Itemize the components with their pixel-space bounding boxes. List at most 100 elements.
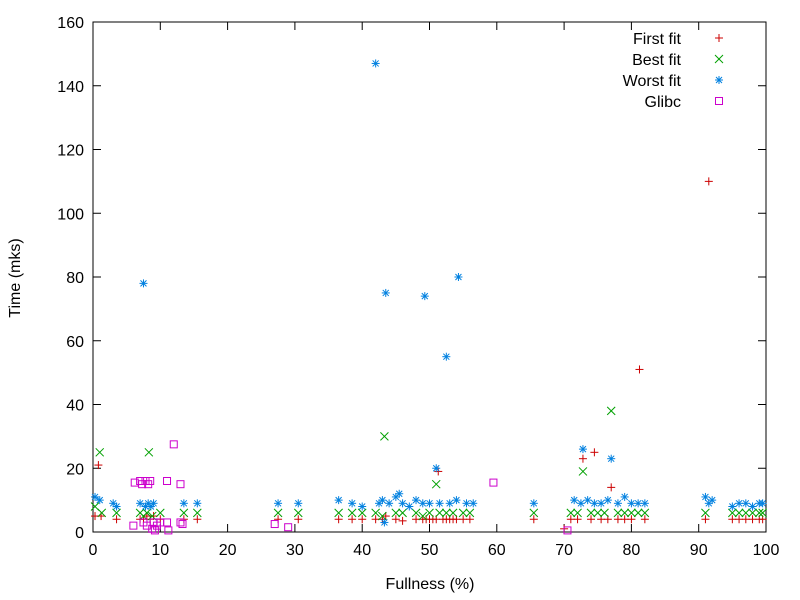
data-point [735,499,744,508]
data-point [465,508,475,518]
legend-marker [715,97,723,105]
data-point [741,499,750,508]
data-point [112,508,121,518]
data-point [91,492,100,501]
data-point [112,502,121,511]
data-point [441,508,451,518]
x-tick-label: 30 [286,542,304,559]
data-point [391,515,400,524]
data-point [701,515,710,524]
y-tick-label: 100 [57,206,84,223]
data-point [640,508,650,518]
data-point [358,515,367,524]
data-point [193,499,202,508]
data-point [358,502,367,511]
data-point [273,508,283,518]
data-point [163,518,172,527]
data-point [412,496,421,505]
data-point [442,352,451,361]
data-point [97,508,107,518]
data-point [640,499,649,508]
data-point [411,508,421,518]
data-point [469,499,478,508]
legend-marker [715,34,723,42]
data-point [454,273,463,281]
data-point [465,515,474,524]
data-point [380,432,389,441]
data-point [708,496,717,505]
data-point [144,447,154,457]
data-point [412,515,421,524]
data-point [758,499,767,508]
data-point [425,499,434,508]
data-points [90,59,767,535]
data-point [613,499,622,508]
legend-marker [715,76,723,84]
data-point [179,508,189,518]
data-point [434,467,443,476]
data-point [704,499,713,508]
data-point [274,499,283,508]
data-point [606,406,616,416]
data-point [418,499,427,508]
y-axis-label: Time (mks) [7,238,24,317]
data-point [452,496,461,505]
y-tick-label: 20 [66,461,84,478]
data-point [139,279,148,288]
data-point [459,515,468,524]
data-point [435,508,444,518]
data-point [432,464,441,473]
data-point [566,508,576,518]
data-point [613,515,622,524]
data-point [462,499,471,508]
data-point [381,288,390,297]
x-tick-label: 60 [488,542,506,559]
y-tick-label: 140 [57,79,84,96]
x-axis-ticks: 0 10 20 30 40 50 60 70 80 90 100 [89,22,779,559]
x-tick-label: 90 [690,542,708,559]
data-point [334,496,343,505]
data-point [578,445,587,454]
data-point [748,502,757,511]
data-point [425,508,434,518]
data-point [587,515,596,524]
x-tick-label: 20 [219,542,237,559]
data-point [754,508,764,518]
legend-label: First fit [633,31,682,48]
data-point [590,499,599,508]
data-point [620,492,629,501]
data-point [607,454,616,463]
data-point [357,508,367,518]
data-point [150,526,159,535]
series-glibc [129,440,572,535]
data-point [620,508,630,518]
x-tick-label: 70 [555,542,573,559]
data-point [294,515,303,524]
data-point [371,59,380,68]
y-tick-label: 0 [75,525,84,542]
data-point [578,467,588,476]
legend: First fit Best fit Worst fit Glibc [623,31,724,111]
data-point [620,515,629,524]
data-point [169,440,178,449]
data-point [445,499,454,508]
data-point [294,499,303,508]
data-point [129,521,138,530]
data-point [586,508,596,518]
data-point [270,520,279,529]
data-point [334,508,343,518]
data-point [573,508,582,518]
data-point [607,483,616,492]
data-point [193,515,202,524]
data-point [348,515,357,524]
data-point [590,448,599,457]
data-point [748,515,757,524]
data-point [570,496,579,505]
data-point [727,508,737,518]
data-point [95,496,104,505]
y-tick-label: 160 [57,15,84,32]
data-point [94,461,103,470]
data-point [149,499,158,508]
y-tick-label: 40 [66,398,84,415]
